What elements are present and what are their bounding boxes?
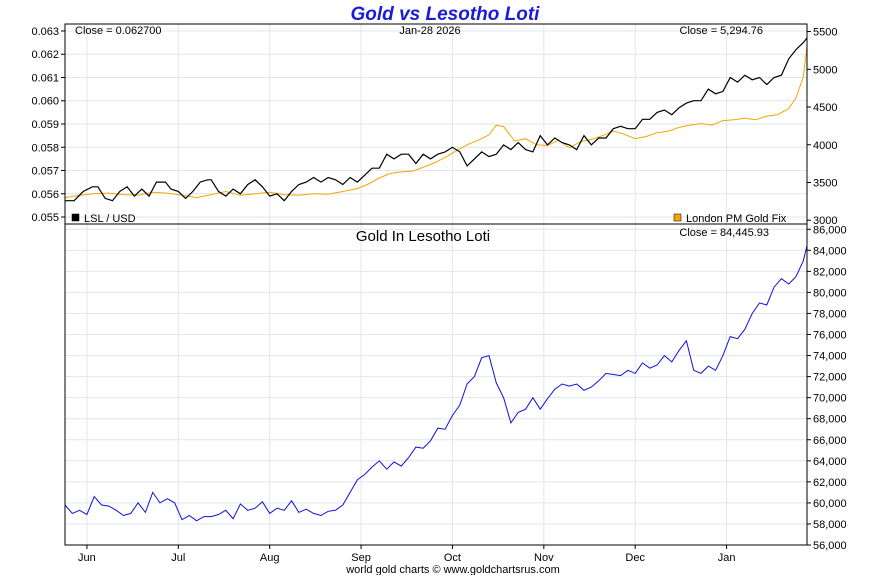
bottom-right-tick-label: 74,000 xyxy=(813,351,847,363)
bottom-right-tick-label: 56,000 xyxy=(813,540,847,552)
top-left-tick-label: 0.059 xyxy=(31,119,59,131)
bottom-right-tick-label: 84,000 xyxy=(813,245,847,257)
bottom-right-tick-label: 76,000 xyxy=(813,330,847,342)
bottom-x-axis: Jun Jul Aug Sep Oct Nov Dec Jan xyxy=(78,545,735,564)
top-left-tick-label: 0.062 xyxy=(31,49,59,61)
top-close-left: Close = 0.062700 xyxy=(75,25,162,37)
top-close-right: Close = 5,294.76 xyxy=(680,25,763,37)
x-tick-label: Aug xyxy=(260,552,280,564)
legend-gold-fix-label: London PM Gold Fix xyxy=(686,213,787,225)
top-right-tick-label: 3000 xyxy=(813,215,837,227)
top-right-tick-label: 5500 xyxy=(813,27,837,39)
top-right-tick-label: 5000 xyxy=(813,64,837,76)
bottom-panel-grid xyxy=(65,224,807,546)
top-left-tick-label: 0.057 xyxy=(31,166,59,178)
bottom-right-tick-label: 64,000 xyxy=(813,456,847,468)
bottom-right-tick-label: 82,000 xyxy=(813,266,847,278)
top-left-tick-label: 0.055 xyxy=(31,212,59,224)
bottom-right-tick-label: 72,000 xyxy=(813,372,847,384)
top-left-tick-label: 0.056 xyxy=(31,189,59,201)
top-left-axis: 0.055 0.056 0.057 0.058 0.059 0.060 0.061 0.062… xyxy=(31,26,65,224)
x-tick-label: Dec xyxy=(625,552,645,564)
x-tick-label: Jun xyxy=(78,552,96,564)
gold-usd-series-line xyxy=(64,46,808,199)
bottom-right-tick-label: 68,000 xyxy=(813,414,847,426)
gold-lsl-series-line xyxy=(64,245,808,522)
legend-lsl-usd-label: LSL / USD xyxy=(84,213,136,225)
bottom-right-tick-label: 78,000 xyxy=(813,308,847,320)
top-right-axis: 3000 3500 4000 4500 5000 5500 xyxy=(807,27,837,227)
x-tick-label: Jul xyxy=(171,552,185,564)
bottom-right-tick-label: 66,000 xyxy=(813,435,847,447)
bottom-right-tick-label: 62,000 xyxy=(813,477,847,489)
bottom-right-axis: 56,000 58,000 60,000 62,000 64,000 66,000 68,0… xyxy=(807,224,847,552)
top-right-tick-label: 4000 xyxy=(813,140,837,152)
x-tick-label: Sep xyxy=(351,552,371,564)
x-tick-label: Nov xyxy=(534,552,554,564)
bottom-subtitle: Gold In Lesotho Loti xyxy=(356,228,490,245)
footer-credit: world gold charts © www.goldchartsrus.co… xyxy=(345,564,560,575)
bottom-close-right: Close = 84,445.93 xyxy=(679,227,769,239)
bottom-right-tick-label: 70,000 xyxy=(813,393,847,405)
bottom-right-tick-label: 80,000 xyxy=(813,287,847,299)
top-left-tick-label: 0.058 xyxy=(31,142,59,154)
top-right-tick-label: 4500 xyxy=(813,102,837,114)
top-left-tick-label: 0.061 xyxy=(31,72,59,84)
top-panel-grid xyxy=(65,24,807,224)
chart-title: Gold vs Lesotho Loti xyxy=(351,4,541,25)
x-tick-label: Jan xyxy=(718,552,736,564)
bottom-panel-frame xyxy=(64,223,808,546)
bottom-right-tick-label: 60,000 xyxy=(813,498,847,510)
legend-gold-fix-swatch xyxy=(673,213,682,222)
legend-lsl-usd-swatch xyxy=(71,213,80,222)
top-date: Jan-28 2026 xyxy=(399,25,460,37)
bottom-right-tick-label: 58,000 xyxy=(813,519,847,531)
top-left-tick-label: 0.060 xyxy=(31,96,59,108)
bottom-right-tick-label: 86,000 xyxy=(813,224,847,236)
top-right-tick-label: 3500 xyxy=(813,177,837,189)
x-tick-label: Oct xyxy=(444,552,461,564)
top-left-tick-label: 0.063 xyxy=(31,26,59,38)
lsl-usd-series-line xyxy=(65,37,808,202)
